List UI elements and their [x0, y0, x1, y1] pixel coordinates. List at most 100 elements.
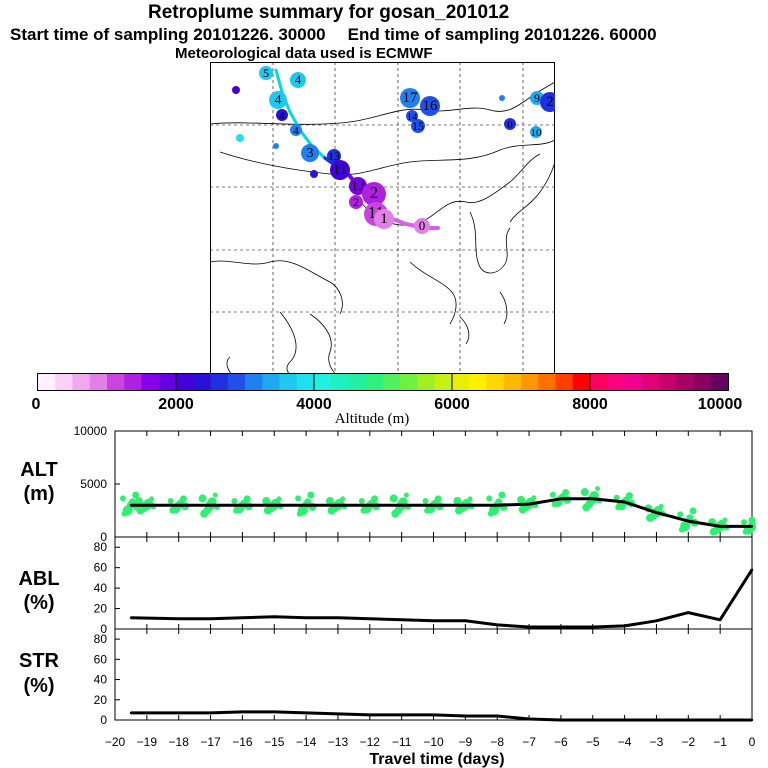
abl-point [464, 619, 467, 623]
str-ytick-label: 20 [94, 693, 108, 707]
str-point [750, 718, 754, 722]
x-tick-label: −1 [713, 735, 727, 749]
colorbar-segment [486, 374, 505, 390]
abl-ytick-label: 0 [100, 622, 107, 636]
colorbar-segment [676, 374, 694, 390]
colorbar-segment [89, 374, 108, 390]
x-tick-label: −3 [650, 735, 664, 749]
plume-marker [269, 91, 287, 109]
abl-point [304, 616, 308, 619]
colorbar-segment [417, 374, 436, 390]
abl-point [129, 616, 133, 619]
alt-scatter-point [595, 486, 601, 492]
alt-scatter-point [169, 507, 176, 514]
alt-point [432, 504, 435, 507]
alt-scatter-point [422, 497, 429, 504]
plume-marker-label: 4 [293, 125, 299, 137]
abl-point [655, 619, 658, 623]
x-tick-label: −2 [681, 735, 695, 749]
altitude-colorbar: 0 2000 4000 6000 8000 10000 Altitude (m) [32, 373, 743, 427]
alt-point [559, 497, 563, 501]
colorbar-tick-labels: 0 2000 4000 6000 8000 10000 [32, 396, 743, 413]
alt-label-name: ALT [20, 459, 57, 481]
colorbar-segment [693, 374, 712, 390]
colorbar-segment [452, 374, 470, 390]
alt-scatter-point [741, 519, 748, 526]
alt-scatter-point [434, 495, 442, 503]
alt-panel: 0 5000 10000 [74, 424, 756, 544]
start-time-label: Start time of sampling 20101226. 30000 [10, 25, 326, 44]
abl-point [209, 617, 212, 620]
str-point [336, 712, 340, 716]
colorbar-ticklines [175, 374, 591, 391]
abl-point [241, 616, 244, 619]
colorbar-segment [641, 374, 660, 390]
x-tick-label: −6 [554, 735, 568, 749]
abl-ytick-label: 20 [94, 602, 108, 616]
colorbar-tick-0: 0 [32, 396, 41, 413]
colorbar-segment [331, 374, 349, 390]
str-line [130, 710, 752, 722]
alt-scatter-point [454, 506, 463, 515]
str-point [209, 711, 212, 715]
abl-line [130, 568, 754, 629]
alt-scatter-point [179, 495, 187, 503]
x-tick-label: −7 [522, 735, 536, 749]
x-tick-label: 0 [749, 735, 756, 749]
abl-point [687, 611, 690, 614]
alt-scatter-point [231, 497, 238, 504]
colorbar-segment [383, 374, 401, 390]
colorbar-segment [607, 374, 625, 390]
alt-point [129, 504, 133, 507]
plume-marker [301, 144, 319, 162]
end-time-label: End time of sampling 20101226. 60000 [347, 25, 657, 44]
x-tick-label: −19 [137, 735, 158, 749]
alt-scatter-point [243, 495, 251, 503]
alt-point [336, 504, 340, 507]
colorbar-title: Altitude (m) [335, 411, 410, 427]
coastlines [210, 81, 555, 375]
colorbar-segment [176, 374, 194, 390]
colorbar-segment [158, 374, 177, 390]
alt-scatter-point [327, 506, 336, 515]
alt-scatter-point [742, 528, 749, 535]
alt-scatter-point [403, 492, 409, 498]
plume-marker-label: 0 [419, 218, 426, 233]
alt-scatter-point [198, 494, 207, 503]
str-frame [114, 628, 753, 721]
colorbar-segment [141, 374, 160, 390]
str-point [241, 710, 244, 714]
plume-marker-label: 14 [407, 111, 419, 123]
abl-frame [114, 536, 753, 630]
alt-scatter-point [132, 491, 140, 499]
plume-marker-label: 17 [403, 90, 419, 106]
alt-scatter-point [263, 506, 272, 515]
alt-scatter-point [709, 527, 718, 536]
alt-point [687, 519, 690, 523]
x-tick-label: −5 [586, 735, 600, 749]
str-point [527, 717, 531, 721]
abl-point [273, 615, 276, 618]
plume-marker [374, 209, 394, 229]
alt-scatter-point [276, 496, 282, 502]
colorbar-segment [38, 374, 56, 390]
alt-scatter-point [295, 495, 302, 502]
plume-marker [330, 160, 350, 180]
str-point [273, 710, 276, 714]
alt-scatter-point [615, 504, 622, 511]
plume-marker [273, 143, 279, 149]
alt-scatter-point [149, 496, 155, 502]
plume-marker [290, 72, 306, 88]
str-point [559, 718, 563, 722]
colorbar-segment [400, 374, 418, 390]
colorbar-segment [434, 374, 453, 390]
plume-marker [530, 126, 542, 138]
abl-point [623, 624, 626, 628]
colorbar-segment [279, 374, 298, 390]
colorbar-segment [572, 374, 591, 390]
plume-marker [310, 170, 318, 178]
abl-label-unit: (%) [23, 592, 54, 614]
abl-label-name: ABL [18, 568, 59, 590]
plume-marker-label: 13 [328, 149, 340, 163]
